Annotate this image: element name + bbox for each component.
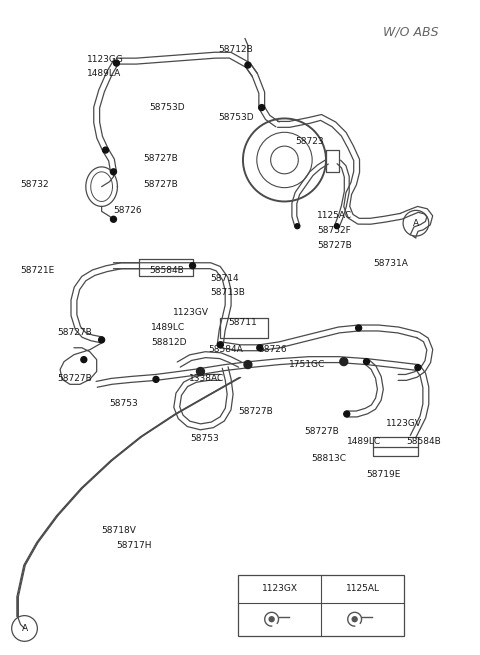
Text: W/O ABS: W/O ABS [384, 26, 439, 39]
Circle shape [295, 224, 300, 229]
Text: 58712B: 58712B [218, 45, 253, 54]
Circle shape [190, 263, 195, 269]
Text: 58723: 58723 [295, 138, 324, 146]
Text: 1489LC: 1489LC [151, 323, 185, 332]
Circle shape [153, 377, 159, 383]
Text: 58753D: 58753D [218, 113, 254, 122]
Text: 58714: 58714 [210, 274, 239, 282]
Text: 58711: 58711 [228, 318, 257, 327]
Text: 58584A: 58584A [208, 345, 243, 354]
Text: 58753: 58753 [109, 399, 138, 408]
Text: 1123GG: 1123GG [87, 55, 124, 64]
Text: 1123GV: 1123GV [173, 309, 209, 317]
Circle shape [340, 358, 348, 365]
Text: 58718V: 58718V [102, 526, 136, 534]
Circle shape [99, 337, 105, 343]
Circle shape [335, 224, 339, 229]
Text: 58726: 58726 [113, 206, 142, 215]
Circle shape [257, 345, 263, 350]
Circle shape [196, 367, 204, 375]
Circle shape [259, 105, 264, 111]
Text: 58727B: 58727B [57, 328, 92, 337]
Text: 1751GC: 1751GC [289, 360, 325, 369]
Text: 58753: 58753 [191, 434, 219, 443]
Circle shape [344, 411, 350, 417]
Text: 58713B: 58713B [210, 288, 245, 297]
Text: A: A [413, 219, 419, 228]
Circle shape [245, 62, 251, 68]
Circle shape [244, 361, 252, 369]
Text: 58752F: 58752F [317, 226, 351, 235]
Text: 1125AL: 1125AL [346, 584, 380, 593]
Text: 58584B: 58584B [406, 437, 441, 445]
Text: 58753D: 58753D [149, 103, 185, 111]
Text: 58721E: 58721E [21, 266, 55, 274]
Circle shape [103, 147, 108, 153]
Text: 58719E: 58719E [367, 470, 401, 479]
Text: 1489LA: 1489LA [87, 69, 121, 78]
Circle shape [363, 359, 370, 365]
Circle shape [415, 365, 421, 371]
Text: 58717H: 58717H [117, 540, 152, 550]
Text: 1489LC: 1489LC [347, 437, 381, 445]
Text: 58812D: 58812D [151, 338, 187, 347]
Text: 58727B: 58727B [143, 179, 178, 189]
Bar [238, 575, 404, 637]
Circle shape [217, 342, 223, 348]
Text: 1123GV: 1123GV [386, 419, 422, 428]
Text: 58727B: 58727B [143, 154, 178, 163]
Text: 1338AC: 1338AC [189, 375, 224, 383]
Text: 58584B: 58584B [149, 266, 184, 274]
Circle shape [81, 357, 87, 363]
Text: 58731A: 58731A [373, 259, 408, 268]
Text: 58732: 58732 [21, 179, 49, 189]
Circle shape [113, 60, 120, 66]
Circle shape [356, 325, 361, 331]
Circle shape [110, 169, 117, 175]
Text: 58727B: 58727B [304, 427, 339, 436]
Circle shape [269, 617, 274, 622]
Text: 58726: 58726 [258, 345, 287, 354]
Text: 1123GX: 1123GX [262, 584, 298, 593]
Circle shape [110, 216, 117, 222]
Text: A: A [22, 624, 27, 633]
Text: 58727B: 58727B [57, 375, 92, 383]
Text: 58813C: 58813C [311, 453, 346, 462]
Text: 58727B: 58727B [238, 407, 273, 416]
Text: 1125AC: 1125AC [317, 212, 352, 220]
Text: 58727B: 58727B [317, 241, 352, 250]
Circle shape [352, 617, 357, 622]
